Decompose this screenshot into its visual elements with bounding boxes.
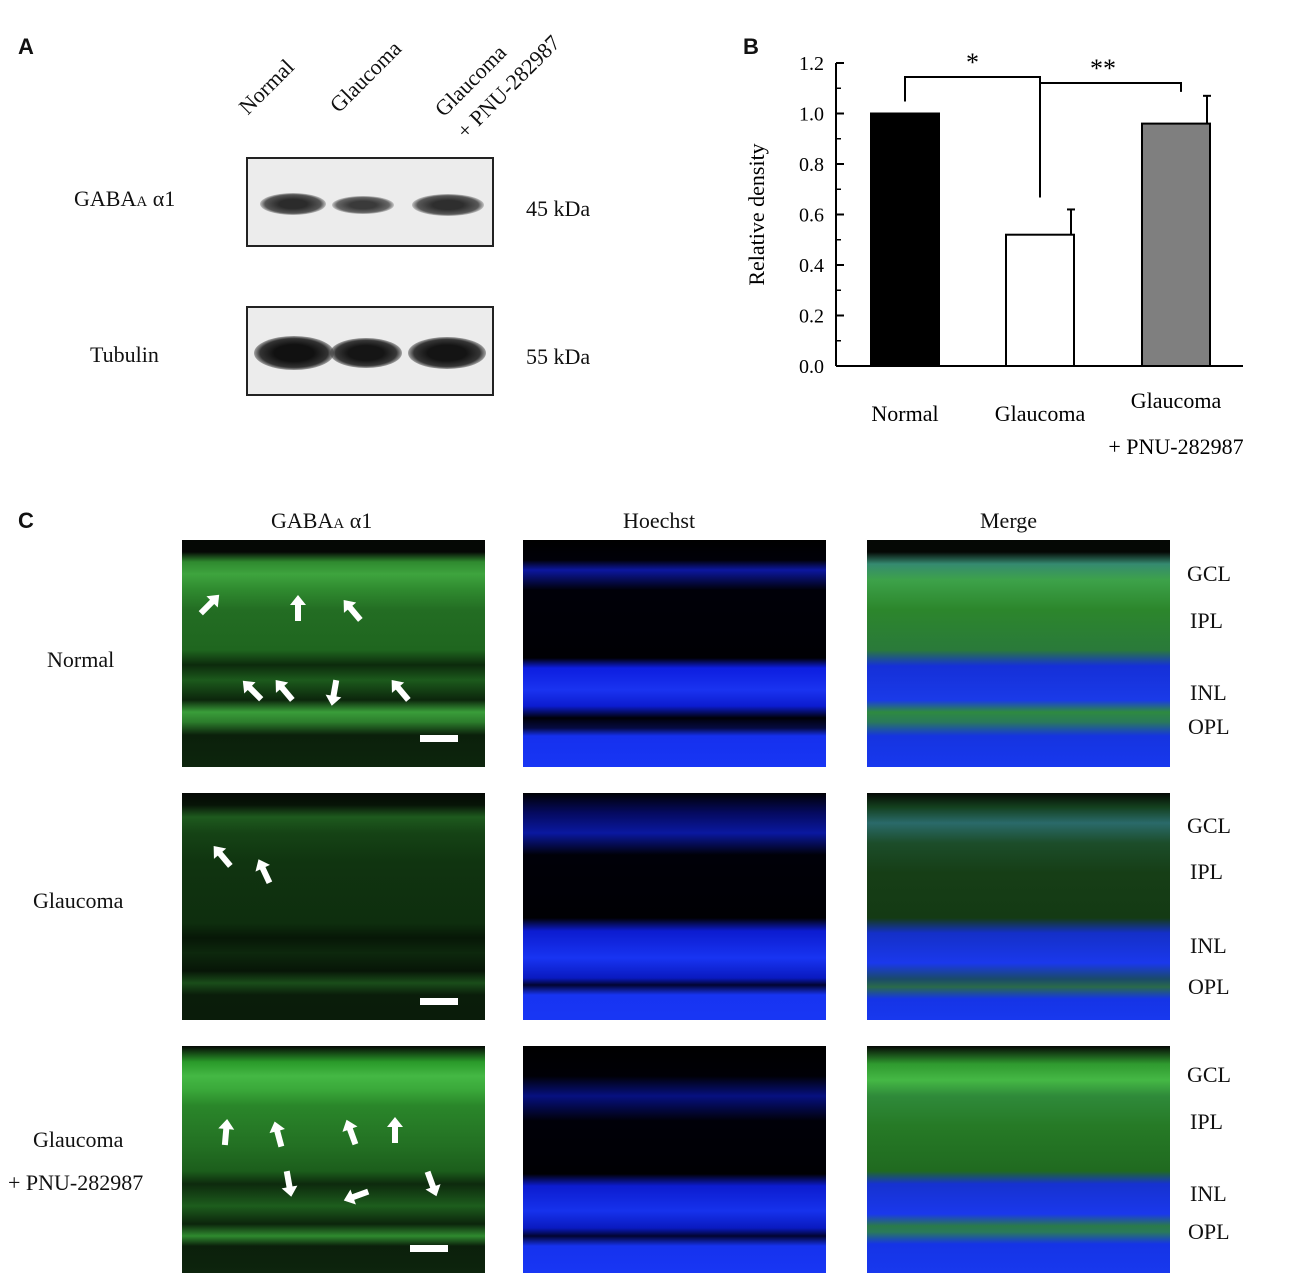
layer-label-ipl: IPL (1190, 608, 1223, 633)
layer-label-opl: OPL (1188, 714, 1230, 739)
y-tick-label: 1.0 (799, 104, 824, 126)
micrograph-merge-normal (867, 540, 1170, 767)
scale-bar (420, 998, 458, 1005)
blot-size-55kda: 55 kDa (526, 344, 591, 369)
y-axis-label: Relative density (744, 143, 769, 285)
x-category-label-2: + PNU-282987 (1108, 434, 1243, 459)
y-tick-label: 0.2 (799, 306, 824, 328)
y-tick-label: 0.8 (799, 154, 824, 176)
micrograph-gabaa-normal (182, 540, 485, 767)
chart-significance: * ** (904, 48, 1182, 198)
x-category-label-1: Glaucoma (995, 401, 1086, 426)
layer-label-inl: INL (1190, 933, 1227, 958)
x-category-label-2: Glaucoma (1131, 388, 1222, 413)
bar-2 (1141, 122, 1211, 367)
micrograph-hoechst-glaucoma (523, 793, 826, 1020)
panel-letter-c: C (18, 508, 34, 533)
layer-label-opl: OPL (1188, 974, 1230, 999)
row-label-glaucoma-pnu-line2: + PNU-282987 (8, 1170, 144, 1195)
blot-label-tubulin: Tubulin (90, 342, 159, 367)
blot-label-gabaa-a1: GABAA α1 (74, 186, 176, 211)
column-label-hoechst: Hoechst (623, 508, 696, 533)
chart-error-bars (1067, 94, 1211, 235)
blot-size-45kda: 45 kDa (526, 196, 591, 221)
bar-0 (870, 112, 940, 367)
layer-label-gcl: GCL (1187, 1062, 1231, 1087)
layer-label-opl: OPL (1188, 1219, 1230, 1244)
significance-label-1: * (966, 48, 979, 77)
y-tick-label: 0.4 (799, 255, 824, 277)
micrograph-hoechst-glaucoma-pnu (523, 1046, 826, 1273)
x-category-label-0: Normal (871, 401, 938, 426)
column-label-merge: Merge (980, 508, 1038, 533)
significance-bracket-2 (1040, 82, 1182, 92)
scale-bar (410, 1245, 448, 1252)
layer-label-gcl: GCL (1187, 561, 1231, 586)
blot-gabaa-a1 (246, 157, 494, 247)
layer-label-gcl: GCL (1187, 813, 1231, 838)
micrograph-gabaa-glaucoma-pnu (182, 1046, 485, 1273)
y-tick-label: 0.0 (799, 356, 824, 378)
layer-label-ipl: IPL (1190, 1109, 1223, 1134)
panel-letter-b: B (743, 34, 759, 59)
y-tick-label: 1.2 (799, 53, 824, 75)
chart-bars (870, 112, 1211, 367)
scale-bar (420, 735, 458, 742)
micrograph-merge-glaucoma (867, 793, 1170, 1020)
layer-label-inl: INL (1190, 1181, 1227, 1206)
column-label-gabaa-a1: GABAA α1 (271, 508, 373, 533)
panel-letter-a: A (18, 34, 34, 59)
layer-label-ipl: IPL (1190, 859, 1223, 884)
row-label-glaucoma: Glaucoma (33, 888, 124, 913)
blot-tubulin (246, 306, 494, 396)
chart-labels: Normal Glaucoma Glaucoma + PNU-282987 (871, 388, 1243, 459)
micrograph-gabaa-glaucoma (182, 793, 485, 1020)
row-label-normal: Normal (47, 647, 115, 672)
bar-1 (1005, 233, 1075, 367)
layer-label-inl: INL (1190, 680, 1227, 705)
micrograph-merge-glaucoma-pnu (867, 1046, 1170, 1273)
y-tick-label: 0.6 (799, 205, 824, 227)
significance-label-2: ** (1090, 54, 1116, 83)
significance-bracket-1 (904, 76, 1041, 198)
row-label-glaucoma-pnu-line1: Glaucoma (33, 1127, 124, 1152)
micrograph-hoechst-normal (523, 540, 826, 767)
